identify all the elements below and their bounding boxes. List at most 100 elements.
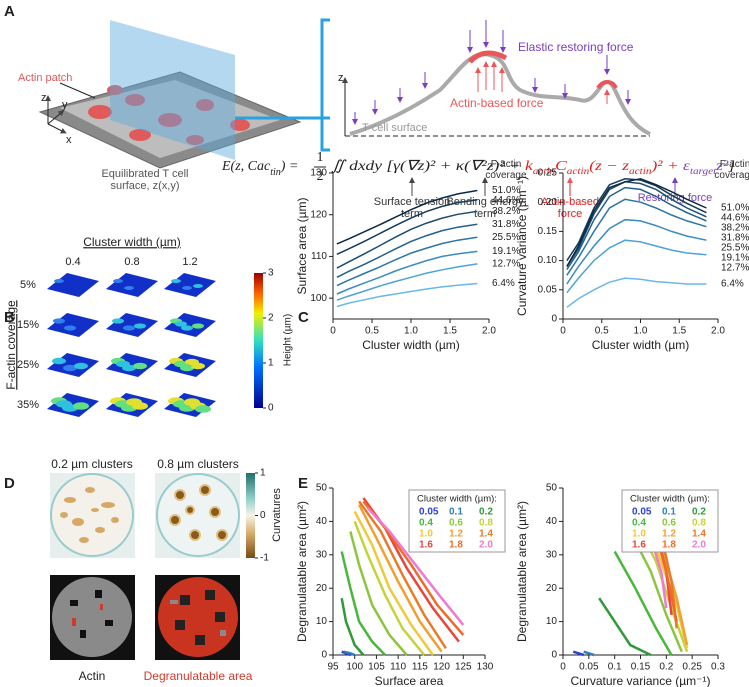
heatmap-blob (126, 398, 142, 406)
y-axis-label: Surface area (µm) (295, 198, 309, 295)
series-label: 31.8% (492, 219, 520, 230)
heatmap (164, 313, 216, 337)
b-row: 25% (17, 359, 39, 371)
heatmap-blob (171, 279, 181, 283)
y-tick-label: 0.05 (538, 284, 558, 295)
x-tick-label: 130 (477, 662, 494, 673)
series-line (572, 650, 585, 657)
series-label: 6.4% (492, 278, 515, 289)
y-tick-label: 20 (546, 583, 558, 594)
chart: 0 0.5 1.0 1.5 2.0 100 110 120 130 Cluster width (… (295, 159, 526, 352)
panel-label: D (4, 475, 15, 492)
series-line (566, 178, 707, 267)
heatmap-blob (133, 362, 147, 370)
y-tick-label: 50 (316, 483, 328, 494)
y-axis-label: Degranulatable area (µm²) (295, 501, 309, 642)
colorbar-tick-label: 0 (268, 403, 274, 414)
eq-part: k (525, 159, 534, 174)
x-tick-label: 95 (327, 662, 339, 673)
series-label: 25.5% (492, 232, 520, 243)
term-box: Restoring force (637, 192, 713, 204)
y-tick-label: 100 (310, 293, 327, 304)
y-tick-label: 130 (310, 168, 327, 179)
legend-title: Cluster width (µm): (417, 494, 497, 505)
x-tick-label: 100 (346, 662, 363, 673)
series-line (613, 550, 673, 656)
heatmap-blob (64, 325, 76, 331)
series-label: 38.2% (492, 206, 520, 217)
legend-entry: 1.0 (632, 529, 646, 540)
heatmap-blob (52, 357, 66, 365)
eq-part: ε (683, 159, 690, 174)
d-title: 0.2 µm clusters (51, 457, 133, 471)
x-tick-label: 0.1 (608, 662, 622, 673)
series-line (336, 189, 478, 245)
d-legend: Actin (79, 669, 106, 683)
series-line (353, 510, 434, 656)
x-tick-label: 1.0 (404, 326, 418, 337)
y-tick-label: 30 (316, 549, 328, 560)
y-tick-label: 40 (546, 516, 558, 527)
eq-part: tin (270, 167, 281, 178)
x-tick-label: 0.5 (595, 326, 609, 337)
series-label: 19.1% (721, 253, 749, 264)
legend-title: Cluster width (µm): (630, 494, 710, 505)
heatmap-blob (116, 360, 130, 368)
term-label: Restoring force (637, 192, 713, 204)
series-label: 44.6% (492, 195, 520, 206)
heatmap (47, 273, 99, 297)
profile-axis-label: z (338, 72, 344, 84)
heatmap-blob (185, 358, 199, 366)
heatmap-blob (175, 321, 187, 327)
series-label: 6.4% (721, 279, 744, 290)
series-line (343, 650, 356, 657)
series-title-box: F-actin coverage (714, 159, 749, 181)
term-label: Actin-based force (540, 196, 600, 220)
colorbar-tick-label: 2 (268, 313, 274, 324)
series-label: 38.2% (721, 223, 749, 234)
eq-part: actin (567, 166, 590, 176)
x-tick-label: 125 (455, 662, 472, 673)
heatmap-blob (182, 286, 192, 290)
term-label: Bending energy term (446, 196, 524, 220)
heatmap-blob (73, 402, 89, 410)
eq-part: 2 (317, 169, 324, 184)
heatmap-blob (53, 318, 65, 324)
colorbar-label: Height (µm) (283, 314, 294, 366)
series-title: F-actin coverage (714, 159, 749, 181)
legend-entry: 1.2 (662, 529, 676, 540)
legend-entry: 0.8 (479, 518, 493, 529)
x-tick-label: 2.0 (711, 326, 725, 337)
x-axis-label: Curvature variance (µm⁻¹) (571, 674, 711, 687)
surface-caption-box: Equilibrated T cell surface, z(x,y) (101, 168, 188, 192)
colorbar-tick-label: 3 (268, 268, 274, 279)
series-line (353, 520, 426, 656)
series-line (583, 650, 595, 657)
series-label: 19.1% (492, 246, 520, 257)
eq-part: 1 (317, 150, 324, 165)
series-line (336, 236, 478, 287)
series-label: 12.7% (492, 259, 520, 270)
y-tick-label: 40 (316, 516, 328, 527)
series-line (336, 223, 478, 278)
x-tick-label: 1.0 (634, 326, 648, 337)
b-column: 1.2 (182, 256, 197, 268)
x-tick-label: 0 (560, 662, 566, 673)
profile-diagram (320, 18, 651, 152)
panel-label: E (298, 475, 308, 492)
x-tick-label: 110 (390, 662, 406, 673)
axis-letter: z (41, 92, 47, 104)
d-legend: Degranulatable area (144, 669, 253, 683)
legend-entry: 0.4 (632, 518, 646, 529)
heatmap-blob (63, 364, 77, 372)
chart: 0 0.05 0.1 0.15 0.2 0.25 0.3 0 10 20 30 40 50 Curvatu… (515, 483, 725, 687)
legend-entry: 2.0 (479, 540, 493, 551)
series-line (366, 507, 465, 626)
legend-entry: 0.6 (449, 518, 463, 529)
legend-entry: 2.0 (692, 540, 706, 551)
heatmap-blob (124, 286, 134, 290)
y-tick-label: 0.25 (538, 168, 558, 179)
b-row: 15% (17, 319, 39, 331)
